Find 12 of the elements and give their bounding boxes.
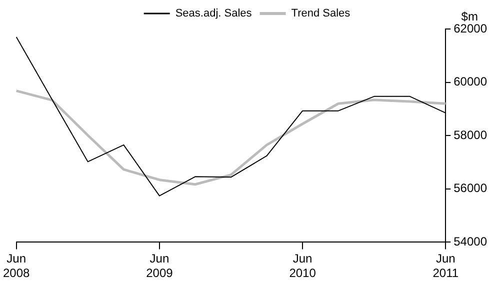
y-tick-label: 54000 xyxy=(454,234,488,249)
x-tick-label: Jun 2011 xyxy=(432,252,459,280)
x-tick-label: Jun 2009 xyxy=(146,252,174,280)
y-tick-label: 56000 xyxy=(454,181,488,196)
y-tick-label: 62000 xyxy=(454,21,488,36)
x-tick-label: Jun 2008 xyxy=(2,252,30,280)
legend-label: Trend Sales xyxy=(291,8,351,20)
x-tick-label: Jun 2010 xyxy=(289,252,316,280)
y-axis-title: $m xyxy=(461,9,478,24)
legend-label: Seas.adj. Sales xyxy=(175,8,252,20)
y-tick-label: 58000 xyxy=(454,128,488,142)
y-tick-label: 60000 xyxy=(454,74,488,89)
